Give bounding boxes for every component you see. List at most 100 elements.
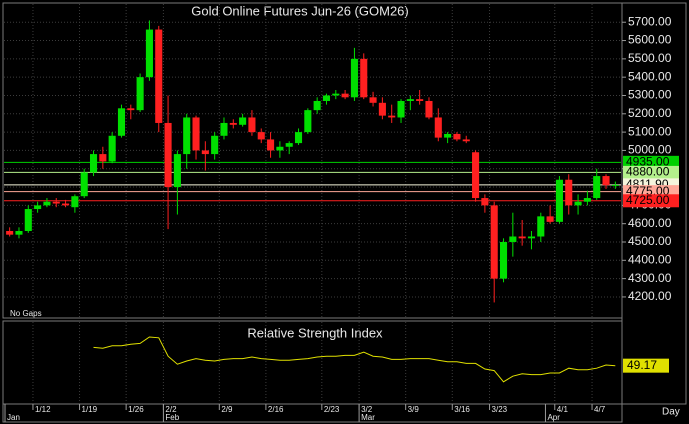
candle-body [537, 216, 545, 237]
x-tick-label: 3/2 [361, 405, 373, 414]
candle-body [294, 132, 303, 144]
candle-body [89, 154, 98, 173]
candle-body [574, 201, 582, 206]
candle-body [183, 117, 191, 155]
y-tick-label: 4400.00 [628, 252, 672, 266]
candle-body [80, 172, 88, 197]
candle-body [267, 139, 275, 151]
y-tick-label: 4500.00 [628, 234, 672, 248]
chart-title: Gold Online Futures Jun-26 (GOM26) [191, 3, 408, 18]
candle-body [229, 122, 237, 125]
rsi-line [93, 336, 616, 383]
candle-body [341, 93, 349, 98]
rsi-title: Relative Strength Index [247, 325, 383, 340]
candle-body [276, 146, 284, 151]
candle-body [462, 139, 470, 142]
level-label: 4725.00 [626, 193, 670, 207]
candle-body [416, 99, 424, 101]
candle-body [583, 198, 591, 202]
y-tick-label: 5300.00 [628, 88, 672, 102]
candle-body [444, 133, 452, 138]
candle-body [52, 201, 60, 204]
y-axis-panel [621, 2, 687, 405]
candle-body [593, 176, 601, 199]
candle-body [43, 201, 51, 206]
rsi-box [623, 358, 669, 373]
candle-body [15, 231, 23, 235]
candle-body [192, 117, 200, 151]
rsi-value-label: 49.17 [627, 358, 657, 372]
month-label: Jan [7, 413, 20, 422]
candle-body [397, 100, 405, 118]
candle-body [313, 100, 321, 111]
candle-body [332, 93, 340, 96]
candle-body [350, 58, 358, 98]
plot-layer: 4200.004300.004400.004500.004600.004700.… [4, 4, 679, 422]
candle-body [136, 77, 144, 111]
y-tick-label: 5400.00 [628, 69, 672, 83]
x-tick-label: 3/23 [492, 405, 508, 414]
level-box [623, 155, 679, 169]
x-tick-label: 1/12 [35, 405, 51, 414]
candle-body [155, 29, 163, 123]
level-label: 4935.00 [626, 155, 670, 169]
x-tick-label: 1/26 [128, 405, 144, 414]
candle-body [369, 97, 377, 103]
candle-body [546, 216, 554, 222]
candle-body [611, 184, 619, 186]
y-tick-label: 4200.00 [628, 289, 672, 303]
gap-note: No Gaps [10, 309, 42, 318]
y-tick-label: 5700.00 [628, 14, 672, 28]
candle-body [518, 236, 526, 239]
y-tick-label: 5500.00 [628, 51, 672, 65]
candle-body [304, 110, 312, 133]
candle-body [201, 150, 209, 155]
candle-body [248, 117, 256, 133]
y-tick-label: 5100.00 [628, 124, 672, 138]
month-label: Mar [361, 413, 375, 422]
candle-body [378, 102, 386, 116]
candle-body [24, 209, 32, 232]
candle-body [173, 154, 181, 188]
x-tick-label: 2/16 [268, 405, 284, 414]
candle-body [322, 95, 331, 101]
candle-body [499, 241, 508, 279]
x-tick-label: 1/19 [82, 405, 98, 414]
candle-body [434, 117, 442, 138]
candle-body [108, 135, 116, 162]
candle-body [34, 205, 42, 210]
candle-body [453, 133, 461, 140]
candle-body [490, 205, 498, 279]
x-tick-label: 3/16 [454, 405, 470, 414]
x-tick-label: 2/2 [165, 405, 177, 414]
candle-body [555, 179, 563, 222]
candle-body [406, 99, 414, 101]
x-tick-label: 4/7 [594, 405, 606, 414]
candle-body [239, 117, 247, 125]
x-tick-label: 4/1 [557, 405, 569, 414]
level-label: 4880.00 [626, 165, 670, 179]
candle-body [472, 152, 480, 199]
candle-body [62, 203, 70, 206]
level-box [623, 194, 679, 208]
candle-body [602, 176, 610, 186]
candle-body [285, 143, 293, 147]
candle-body [164, 122, 172, 188]
y-tick-label: 5600.00 [628, 33, 672, 47]
x-tick-label: 2/9 [221, 405, 233, 414]
candle-body [360, 58, 368, 98]
candle-body [565, 179, 573, 206]
y-tick-label: 5200.00 [628, 106, 672, 120]
y-tick-label: 4300.00 [628, 271, 672, 285]
month-label: Feb [165, 413, 179, 422]
y-tick-label: 5000.00 [628, 143, 672, 157]
candle-body [6, 231, 14, 235]
candle-body [481, 198, 489, 206]
candle-body [117, 108, 126, 136]
candle-body [211, 135, 219, 155]
candle-body [99, 154, 107, 162]
month-label: Apr [547, 413, 560, 422]
x-tick-label: 2/23 [324, 405, 340, 414]
level-box [623, 165, 679, 179]
